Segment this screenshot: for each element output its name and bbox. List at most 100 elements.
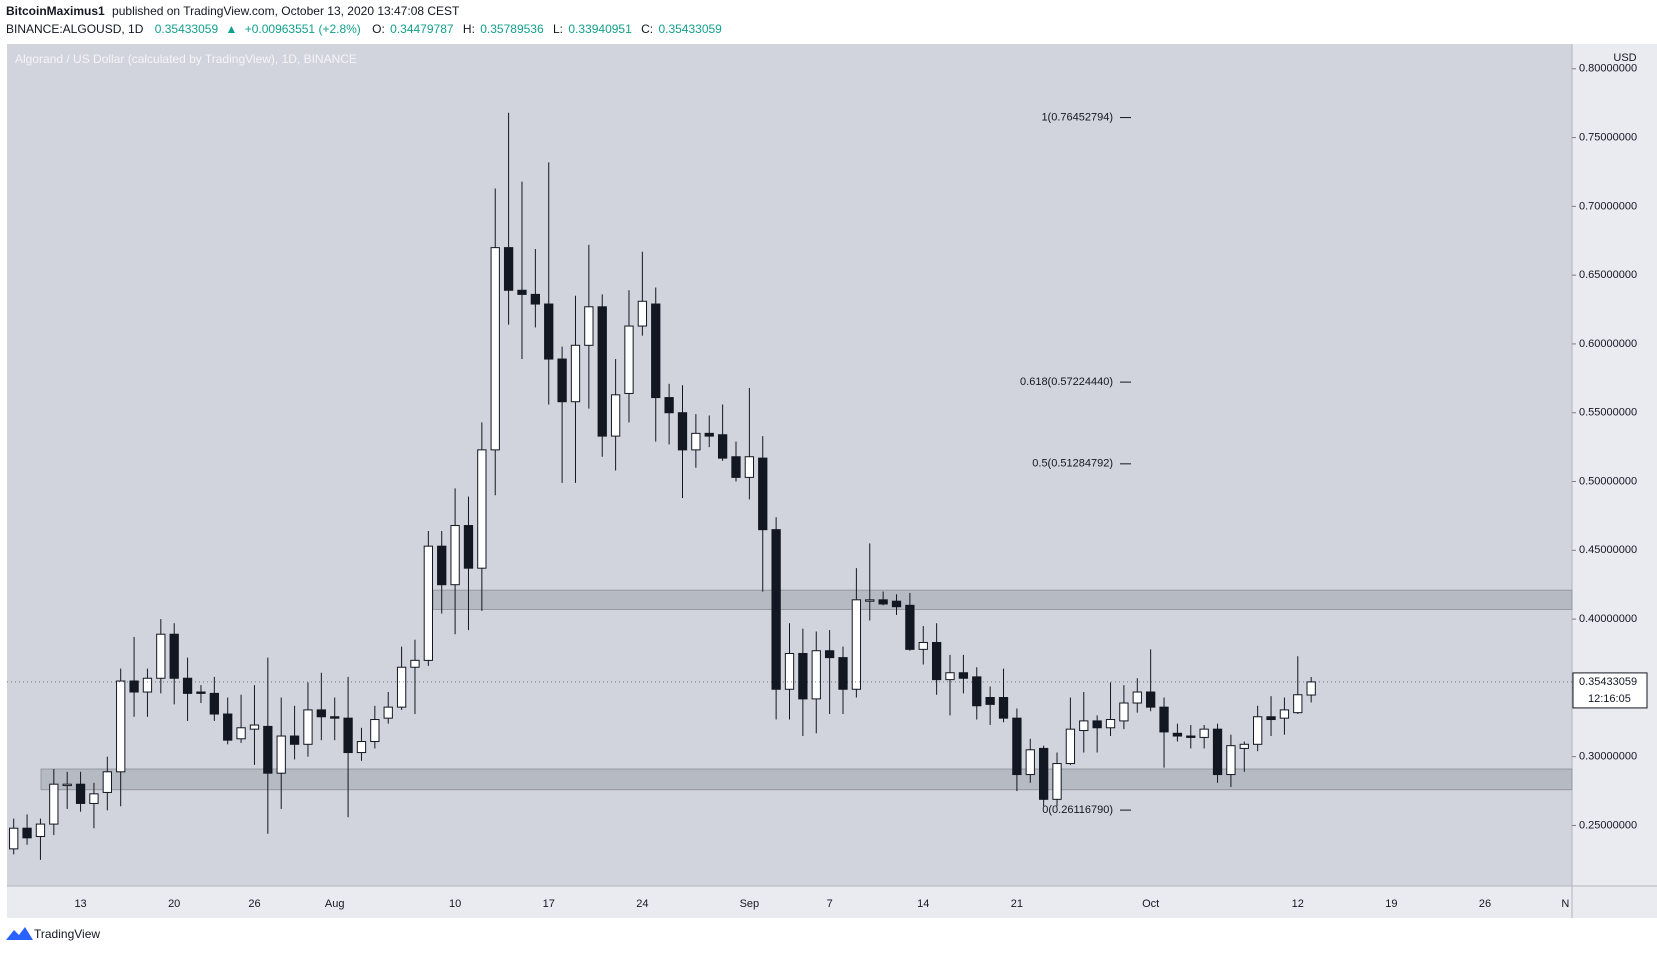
candle-body: [1199, 728, 1209, 738]
candle-body: [784, 652, 795, 690]
candle-body: [758, 457, 768, 531]
ohlc-label: H:: [463, 22, 475, 36]
candle-body: [330, 716, 340, 719]
candle-body: [423, 545, 433, 661]
last-price: 0.35433059: [155, 22, 219, 36]
arrow-up: ▲: [225, 22, 237, 36]
x-tick-label: 12: [1292, 898, 1304, 910]
y-tick-label: 0.25000000: [1579, 819, 1637, 831]
candle-body: [209, 692, 219, 715]
y-axis-unit: USD: [1613, 52, 1636, 64]
x-tick-label: 21: [1011, 898, 1023, 910]
candle-body: [62, 783, 72, 787]
candle-body: [1105, 719, 1116, 729]
candle-body: [289, 735, 300, 745]
candle-body: [838, 657, 848, 690]
candle-body: [651, 303, 661, 399]
y-tick-label: 0.40000000: [1579, 613, 1637, 625]
x-tick-label: 26: [248, 898, 260, 910]
x-tick-label: 17: [543, 898, 555, 910]
ohlc-label: O:: [372, 22, 385, 36]
fib-label: 0.618(0.57224440): [1020, 376, 1113, 388]
fib-label: 1(0.76452794): [1041, 111, 1113, 123]
candle-body: [477, 449, 487, 569]
candle-body: [1119, 702, 1129, 722]
candle-body: [49, 783, 59, 825]
candle-body: [677, 412, 688, 451]
candle-body: [276, 735, 286, 774]
candle-body: [878, 599, 888, 605]
candle-body: [396, 666, 407, 708]
candle-body: [236, 727, 246, 740]
candle-body: [303, 709, 313, 745]
fib-label: 0(0.26116790): [1042, 804, 1113, 816]
x-tick-label: 24: [636, 898, 648, 910]
x-tick-label: N: [1561, 898, 1569, 910]
ohlc-label: L:: [553, 22, 563, 36]
candle-body: [75, 783, 86, 804]
candle-body: [22, 827, 32, 839]
zone: [40, 768, 1573, 791]
candle-body: [223, 713, 233, 741]
candle-body: [811, 650, 821, 700]
candle-body: [142, 677, 153, 693]
y-tick-label: 0.45000000: [1579, 544, 1637, 556]
candle-body: [704, 432, 714, 437]
candle-body: [1212, 728, 1223, 776]
x-tick-label: Sep: [740, 898, 760, 910]
candle-body: [263, 725, 273, 774]
candle-body: [905, 604, 915, 650]
candle-body: [1065, 728, 1076, 765]
candle-body: [664, 397, 674, 414]
logo-icon: [6, 927, 33, 940]
candle-body: [182, 677, 193, 694]
ohlc-label: C:: [641, 22, 653, 36]
candle-body: [1159, 706, 1169, 733]
candle-body: [851, 599, 862, 690]
candle-body: [316, 709, 326, 718]
candle-body: [370, 719, 380, 743]
candle-body: [356, 741, 367, 754]
symbol-line: BINANCE:ALGOUSD, 1D 0.35433059 ▲ +0.0096…: [6, 22, 722, 36]
symbol: BINANCE:ALGOUSD, 1D: [6, 22, 144, 36]
footer-logo: TradingView: [6, 927, 100, 941]
candle-body: [1025, 749, 1035, 776]
candle-body: [1146, 691, 1156, 708]
time-axis-area: [7, 886, 1657, 918]
x-tick-label: 10: [449, 898, 461, 910]
candle-body: [570, 344, 581, 403]
candle-body: [691, 432, 701, 451]
published: published on TradingView.com, October 13…: [112, 4, 460, 18]
candle-body: [945, 672, 955, 681]
y-tick-label: 0.80000000: [1579, 63, 1637, 75]
y-tick-label: 0.70000000: [1579, 200, 1637, 212]
author: BitcoinMaximus1: [6, 4, 105, 18]
pane: [7, 44, 1572, 886]
candle-body: [1079, 720, 1089, 732]
zone: [432, 589, 1573, 610]
chart-title: Algorand / US Dollar (calculated by Trad…: [15, 52, 357, 66]
countdown: 12:16:05: [1588, 693, 1631, 705]
candle-body: [450, 525, 460, 586]
candle-body: [1253, 716, 1263, 745]
ohlc-value: 0.34479787: [390, 22, 454, 36]
x-tick-label: 20: [168, 898, 180, 910]
candle-body: [343, 717, 353, 754]
last-price-box: [1572, 672, 1648, 709]
candle-body: [798, 652, 808, 700]
y-tick-label: 0.65000000: [1579, 269, 1637, 281]
candle-body: [1226, 745, 1236, 776]
candle-body: [89, 793, 99, 804]
candle-body: [35, 823, 46, 837]
candle-body: [463, 525, 474, 569]
y-tick-label: 0.60000000: [1579, 338, 1637, 350]
candle-body: [637, 300, 648, 327]
x-tick-label: 13: [74, 898, 86, 910]
y-tick-label: 0.50000000: [1579, 475, 1637, 487]
ohlc-value: 0.35789536: [480, 22, 544, 36]
candle-body: [383, 706, 393, 719]
y-tick-label: 0.55000000: [1579, 407, 1637, 419]
candle-body: [169, 633, 179, 679]
y-tick-label: 0.30000000: [1579, 751, 1637, 763]
